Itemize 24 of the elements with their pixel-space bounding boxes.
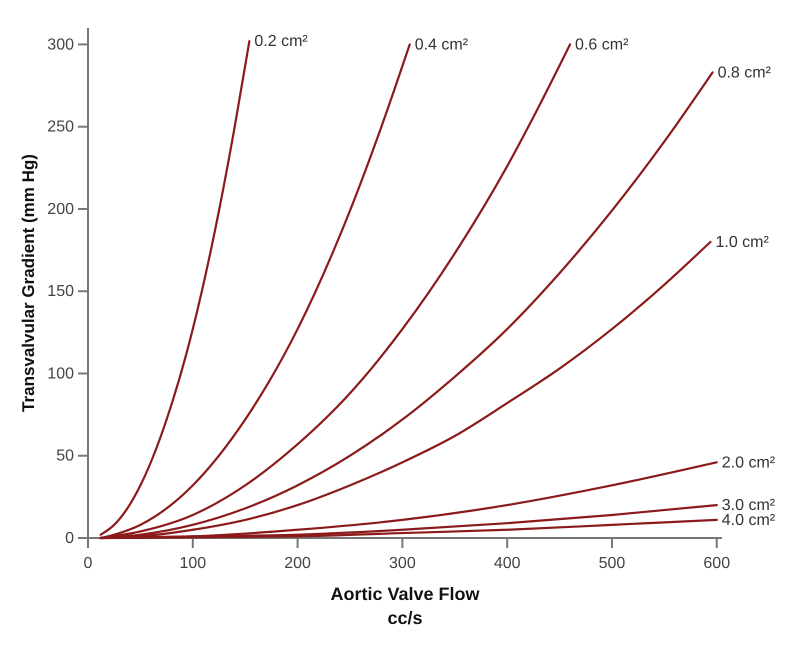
series-label: 0.4 cm² <box>414 36 469 54</box>
x-tick-label: 100 <box>179 555 206 572</box>
y-tick-label: 300 <box>47 36 74 54</box>
x-tick-label: 300 <box>389 555 416 572</box>
series-label: 0.8 cm² <box>718 64 772 82</box>
y-tick-label: 150 <box>47 283 74 300</box>
series-label: 1.0 cm² <box>715 234 770 251</box>
x-axis-title: Aortic Valve Flow cc/s <box>330 584 481 628</box>
series-label: 0.2 cm² <box>254 33 308 50</box>
y-tick-label: 250 <box>47 118 74 136</box>
x-tick-label: 500 <box>598 555 626 572</box>
y-tick-label: 0 <box>65 530 74 547</box>
x-tick-label: 400 <box>494 555 521 572</box>
y-axis-title: Transvalvular Gradient (mm Hg) <box>19 154 38 412</box>
x-tick-label: 200 <box>284 555 312 572</box>
y-tick-label: 100 <box>47 365 74 382</box>
series-label: 2.0 cm² <box>722 454 776 472</box>
x-tick-label: 600 <box>703 555 730 572</box>
y-tick-label: 200 <box>47 200 74 218</box>
series-label: 0.6 cm² <box>575 36 630 54</box>
series-label: 4.0 cm² <box>722 512 776 529</box>
y-tick-label: 50 <box>56 448 74 465</box>
x-tick-label: 0 <box>84 555 93 572</box>
series-label: 3.0 cm² <box>722 497 776 514</box>
